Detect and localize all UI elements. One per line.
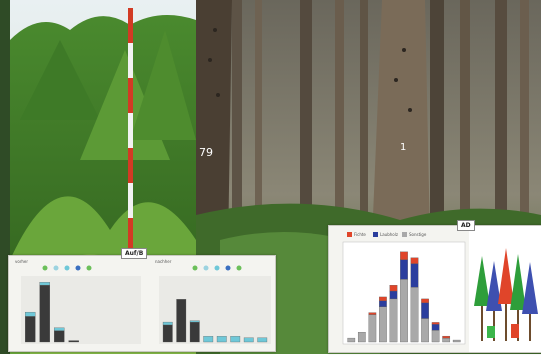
bar-11-series-0: [452, 339, 461, 343]
tree-crown-green: [474, 256, 490, 306]
chart-b-legend-dots: [192, 265, 242, 271]
bar-8-series-0: [421, 318, 429, 343]
tree-crown-green-2: [510, 254, 526, 310]
bar-7-series-1: [243, 337, 254, 343]
bar-1-series-0: [162, 324, 173, 343]
bar-2-series-0: [357, 332, 366, 343]
legend-label-fichte: Fichte: [354, 232, 366, 237]
bar-7-series-2: [410, 257, 419, 264]
tree-crown-blue: [486, 261, 502, 311]
bar-6-series-0: [400, 279, 408, 343]
histogram-and-tree-diagram: Fichte Laubholz Sonstige: [342, 226, 541, 352]
chart-b-header: nachher: [155, 259, 172, 264]
bar-3-series-2: [368, 312, 377, 315]
bar-6-series-1: [230, 336, 241, 343]
species-histogram-panel: AD Fichte Laubholz Sonstige: [328, 220, 541, 353]
chart-b-plot-area: [159, 276, 271, 344]
bar-9-series-2: [431, 322, 440, 325]
bar-4-series-1: [379, 300, 387, 307]
bar-5-series-1: [216, 336, 227, 343]
panel-tag-ad: AD: [457, 220, 475, 231]
chart-a-header: vorher: [15, 259, 28, 264]
bar-3-series-0: [189, 321, 200, 343]
bar-7-series-0: [410, 286, 419, 343]
bar-7-series-1: [410, 263, 419, 288]
bar-5-series-0: [389, 298, 398, 343]
bar-6-series-2: [400, 251, 408, 260]
bar-8-series-2: [421, 298, 429, 303]
histogram-bars: [347, 251, 461, 343]
bar-6-series-1: [400, 259, 408, 280]
bar-8-series-1: [257, 337, 268, 343]
bar-8-series-1: [421, 302, 429, 319]
legend-label-laubholz: Laubholz: [380, 232, 398, 237]
bar-2-series-1: [39, 282, 50, 286]
bar-4-series-0: [68, 340, 79, 343]
trunk-number-1: 1: [400, 142, 406, 153]
bar-4-series-2: [379, 296, 387, 301]
bar-1-series-1: [162, 321, 173, 326]
histogram-legend: Fichte Laubholz Sonstige: [347, 232, 427, 237]
stand-profile-diagram: [474, 248, 538, 341]
bar-1-series-1: [25, 311, 36, 317]
panel-tag: Auf/B: [121, 248, 148, 259]
chart-a-plot-area: [21, 276, 141, 344]
bar-3-series-1: [54, 327, 65, 331]
bar-5-series-2: [389, 285, 398, 292]
left-edge-photo: [0, 0, 10, 354]
trunk-markings: [208, 28, 412, 112]
bar-2-series-0: [176, 299, 187, 343]
stand-structure-panel: Auf/B vorher nachher: [8, 248, 276, 352]
distribution-charts: vorher nachher: [15, 259, 271, 344]
bar-9-series-1: [431, 324, 440, 331]
bar-1-series-0: [347, 337, 356, 343]
legend-swatch-fichte: [347, 232, 352, 237]
bar-10-series-0: [442, 337, 451, 343]
bar-3-series-0: [54, 330, 65, 343]
bar-10-series-2: [442, 335, 451, 339]
bar-1-series-0: [25, 316, 36, 343]
trunk-number-79: 79: [199, 146, 213, 159]
bar-4-series-0: [379, 306, 387, 343]
tree-crown-red: [498, 248, 514, 304]
bar-4-series-1: [203, 336, 214, 343]
chart-a-bars: [25, 282, 79, 343]
bar-2-series-0: [39, 284, 50, 343]
legend-label-sonstige: Sonstige: [409, 232, 427, 237]
bar-9-series-0: [431, 330, 440, 343]
bar-3-series-1: [189, 320, 200, 323]
chart-b-bars: [162, 299, 268, 343]
tree-crown-blue-2: [522, 262, 538, 314]
survey-pole: [128, 8, 133, 248]
legend-swatch-laubholz: [373, 232, 378, 237]
chart-a-legend-dots: [42, 265, 92, 271]
legend-swatch-sonstige: [402, 232, 407, 237]
bar-5-series-1: [389, 290, 398, 300]
bar-3-series-0: [368, 314, 377, 343]
